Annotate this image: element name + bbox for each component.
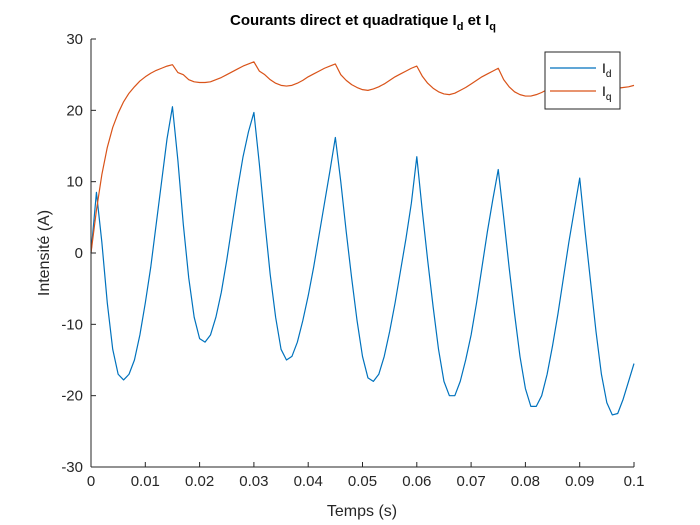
y-tick-label: -30: [61, 459, 83, 476]
y-tick-label: 0: [75, 245, 83, 262]
title-main: Courants direct et quadratique I: [230, 12, 457, 29]
x-axis-label: Temps (s): [327, 503, 397, 520]
chart-title: Courants direct et quadratique Id et Iq: [230, 12, 496, 33]
x-tick-label: 0.03: [239, 473, 268, 490]
x-tick-label: 0.09: [565, 473, 594, 490]
series-line-id: [90, 106, 635, 416]
legend-id-sub: d: [606, 69, 612, 80]
y-tick-label: -20: [61, 388, 83, 405]
y-tick-label: 20: [66, 102, 83, 119]
y-tick-label: 30: [66, 31, 83, 48]
legend-id-name: I: [602, 60, 606, 76]
x-tick-label: 0.04: [294, 473, 323, 490]
x-tick-label: 0.02: [185, 473, 214, 490]
x-tick-label: 0.05: [348, 473, 377, 490]
y-tick-label: 10: [66, 174, 83, 191]
title-sub-q: q: [489, 21, 496, 33]
y-tick-label: -10: [61, 316, 83, 333]
legend-label-id: Id: [602, 60, 611, 80]
title-mid: et I: [463, 12, 489, 29]
x-tick-label: 0.01: [131, 473, 160, 490]
legend-box: [544, 51, 621, 110]
series-line-iq: [90, 61, 635, 254]
legend-iq-sub: q: [606, 92, 612, 103]
x-tick-label: 0: [87, 473, 95, 490]
y-ticks: -30 -20 -10 0 10 20 30: [61, 31, 96, 476]
legend-label-iq: Iq: [602, 83, 611, 103]
x-tick-label: 0.07: [456, 473, 485, 490]
y-axis-label: Intensité (A): [36, 210, 53, 296]
x-tick-label: 0.08: [511, 473, 540, 490]
x-tick-label: 0.1: [624, 473, 645, 490]
legend-iq-name: I: [602, 83, 606, 99]
x-tick-label: 0.06: [402, 473, 431, 490]
x-ticks: 0 0.01 0.02 0.03 0.04 0.05 0.06 0.07 0.08 0.09 0.1: [87, 462, 645, 490]
title-sub-d: d: [457, 21, 464, 33]
plot-area: [91, 39, 634, 467]
legend: Id Iq: [544, 51, 621, 110]
series-layer: [90, 61, 635, 416]
